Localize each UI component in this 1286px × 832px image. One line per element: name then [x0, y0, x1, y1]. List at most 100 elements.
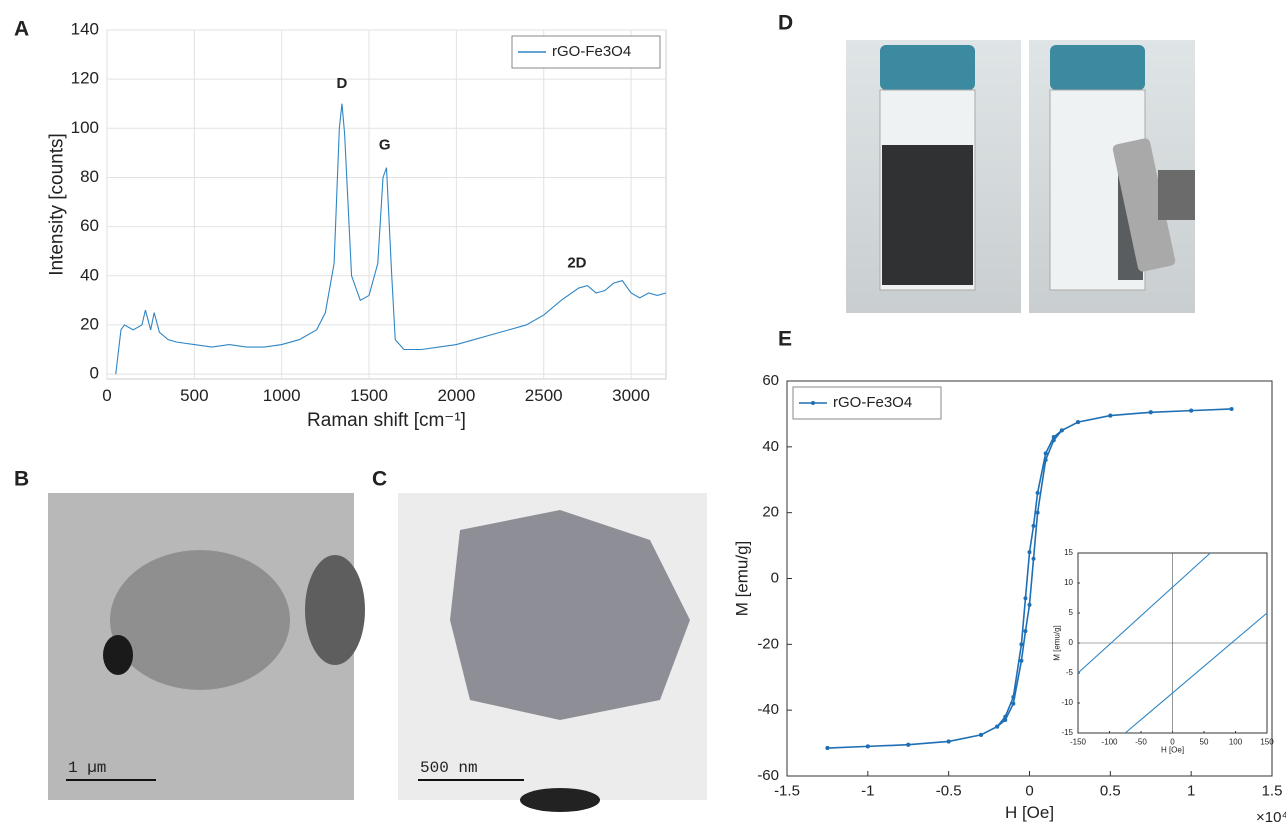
y-axis-label: M [emu/g]: [1052, 625, 1061, 661]
data-point: [1031, 523, 1036, 528]
sheet: [450, 510, 690, 720]
data-point: [1027, 550, 1032, 555]
scale-label: 500 nm: [420, 759, 478, 777]
x-axis-label: Raman shift [cm⁻¹]: [307, 410, 466, 431]
data-line: [115, 103, 667, 375]
particle: [520, 788, 600, 812]
data-point: [1189, 408, 1194, 413]
scale-label: 1 µm: [68, 759, 106, 777]
x-tick-label: 100: [1229, 737, 1243, 746]
x-tick-label: 50: [1200, 737, 1209, 746]
data-point: [1043, 451, 1048, 456]
x-tick-label: -100: [1101, 737, 1118, 746]
x-tick-label: 1: [1187, 782, 1195, 799]
data-point: [1035, 510, 1040, 515]
particle: [103, 635, 133, 675]
data-point: [1148, 410, 1153, 415]
series-group: [115, 103, 667, 375]
y-axis-label: Intensity [counts]: [47, 133, 68, 276]
x-tick-label: 1.5: [1262, 782, 1283, 799]
y-tick-label: 20: [762, 504, 779, 521]
data-point: [946, 739, 951, 744]
data-point: [1043, 458, 1048, 462]
data-point: [1003, 718, 1008, 723]
data-point: [1108, 413, 1113, 418]
x-tick-label: 0: [1025, 782, 1033, 799]
data-point: [906, 742, 911, 747]
legend-label: rGO-Fe3O4: [833, 394, 912, 411]
panel-label: A: [14, 18, 29, 41]
y-tick-label: 100: [71, 118, 99, 137]
legend-label: rGO-Fe3O4: [552, 43, 631, 60]
data-point: [1031, 556, 1036, 561]
x-tick-label: -50: [1135, 737, 1147, 746]
data-point: [825, 746, 830, 751]
cap: [1050, 45, 1145, 90]
sheet: [305, 555, 365, 665]
x-tick-label: 0: [102, 386, 111, 405]
data-point: [1019, 642, 1024, 647]
y-tick-label: 60: [80, 216, 99, 235]
data-point: [1076, 420, 1080, 425]
x-tick-label: -1.5: [774, 782, 800, 799]
suspension: [882, 145, 973, 285]
x-tick-label: 1000: [263, 386, 301, 405]
data-point: [1051, 438, 1056, 443]
y-tick-label: 20: [80, 314, 99, 333]
y-tick-label: 0: [1069, 638, 1074, 647]
y-tick-label: -10: [1061, 698, 1073, 707]
x-tick-label: 150: [1260, 737, 1274, 746]
data-point: [865, 744, 870, 749]
data-point: [1019, 658, 1024, 663]
x-tick-label: 2000: [437, 386, 475, 405]
y-tick-label: 0: [771, 569, 779, 586]
panel-label: C: [372, 468, 387, 491]
magnet: [1112, 138, 1176, 272]
y-tick-label: 40: [762, 438, 779, 455]
annotation: G: [379, 136, 391, 153]
annotation: D: [337, 75, 348, 92]
sheet: [110, 550, 290, 690]
x-axis-exponent: ×10⁴: [1256, 809, 1286, 826]
x-axis-label: H [Oe]: [1161, 746, 1184, 755]
series-group: [1077, 552, 1268, 734]
panel-label: B: [14, 468, 29, 491]
data-point: [1035, 490, 1040, 495]
y-tick-label: 10: [1064, 578, 1073, 587]
y-tick-label: -5: [1066, 668, 1074, 677]
data-point: [1003, 714, 1008, 719]
plot-area: [106, 29, 667, 380]
magnet-holder: [1158, 170, 1195, 220]
data-point: [1051, 434, 1056, 439]
y-tick-label: 60: [762, 372, 779, 389]
x-tick-label: 3000: [612, 386, 650, 405]
panel-label: E: [778, 328, 792, 351]
data-point: [1011, 701, 1016, 706]
y-tick-label: 120: [71, 69, 99, 88]
y-tick-label: 40: [80, 265, 99, 284]
panel-label: D: [778, 12, 793, 35]
series-group: [825, 406, 1234, 751]
data-line: [1077, 552, 1211, 674]
y-tick-label: -20: [757, 635, 779, 652]
data-point: [1059, 428, 1064, 433]
x-tick-label: 1500: [350, 386, 388, 405]
y-tick-label: -60: [757, 767, 779, 784]
x-tick-label: 0: [1170, 737, 1175, 746]
x-tick-label: 2500: [525, 386, 563, 405]
x-tick-label: -1: [861, 782, 874, 799]
y-tick-label: 5: [1069, 608, 1074, 617]
data-point: [995, 724, 1000, 729]
y-tick-label: -40: [757, 701, 779, 718]
y-axis-label: M [emu/g]: [732, 541, 751, 617]
cap: [880, 45, 975, 90]
x-tick-label: 500: [180, 386, 208, 405]
x-axis-label: H [Oe]: [1005, 803, 1054, 822]
data-line: [1124, 612, 1268, 734]
x-tick-label: -150: [1070, 737, 1087, 746]
y-tick-label: 0: [90, 364, 99, 383]
y-tick-label: 80: [80, 167, 99, 186]
y-tick-label: 140: [71, 19, 99, 38]
y-tick-label: -15: [1061, 728, 1073, 737]
